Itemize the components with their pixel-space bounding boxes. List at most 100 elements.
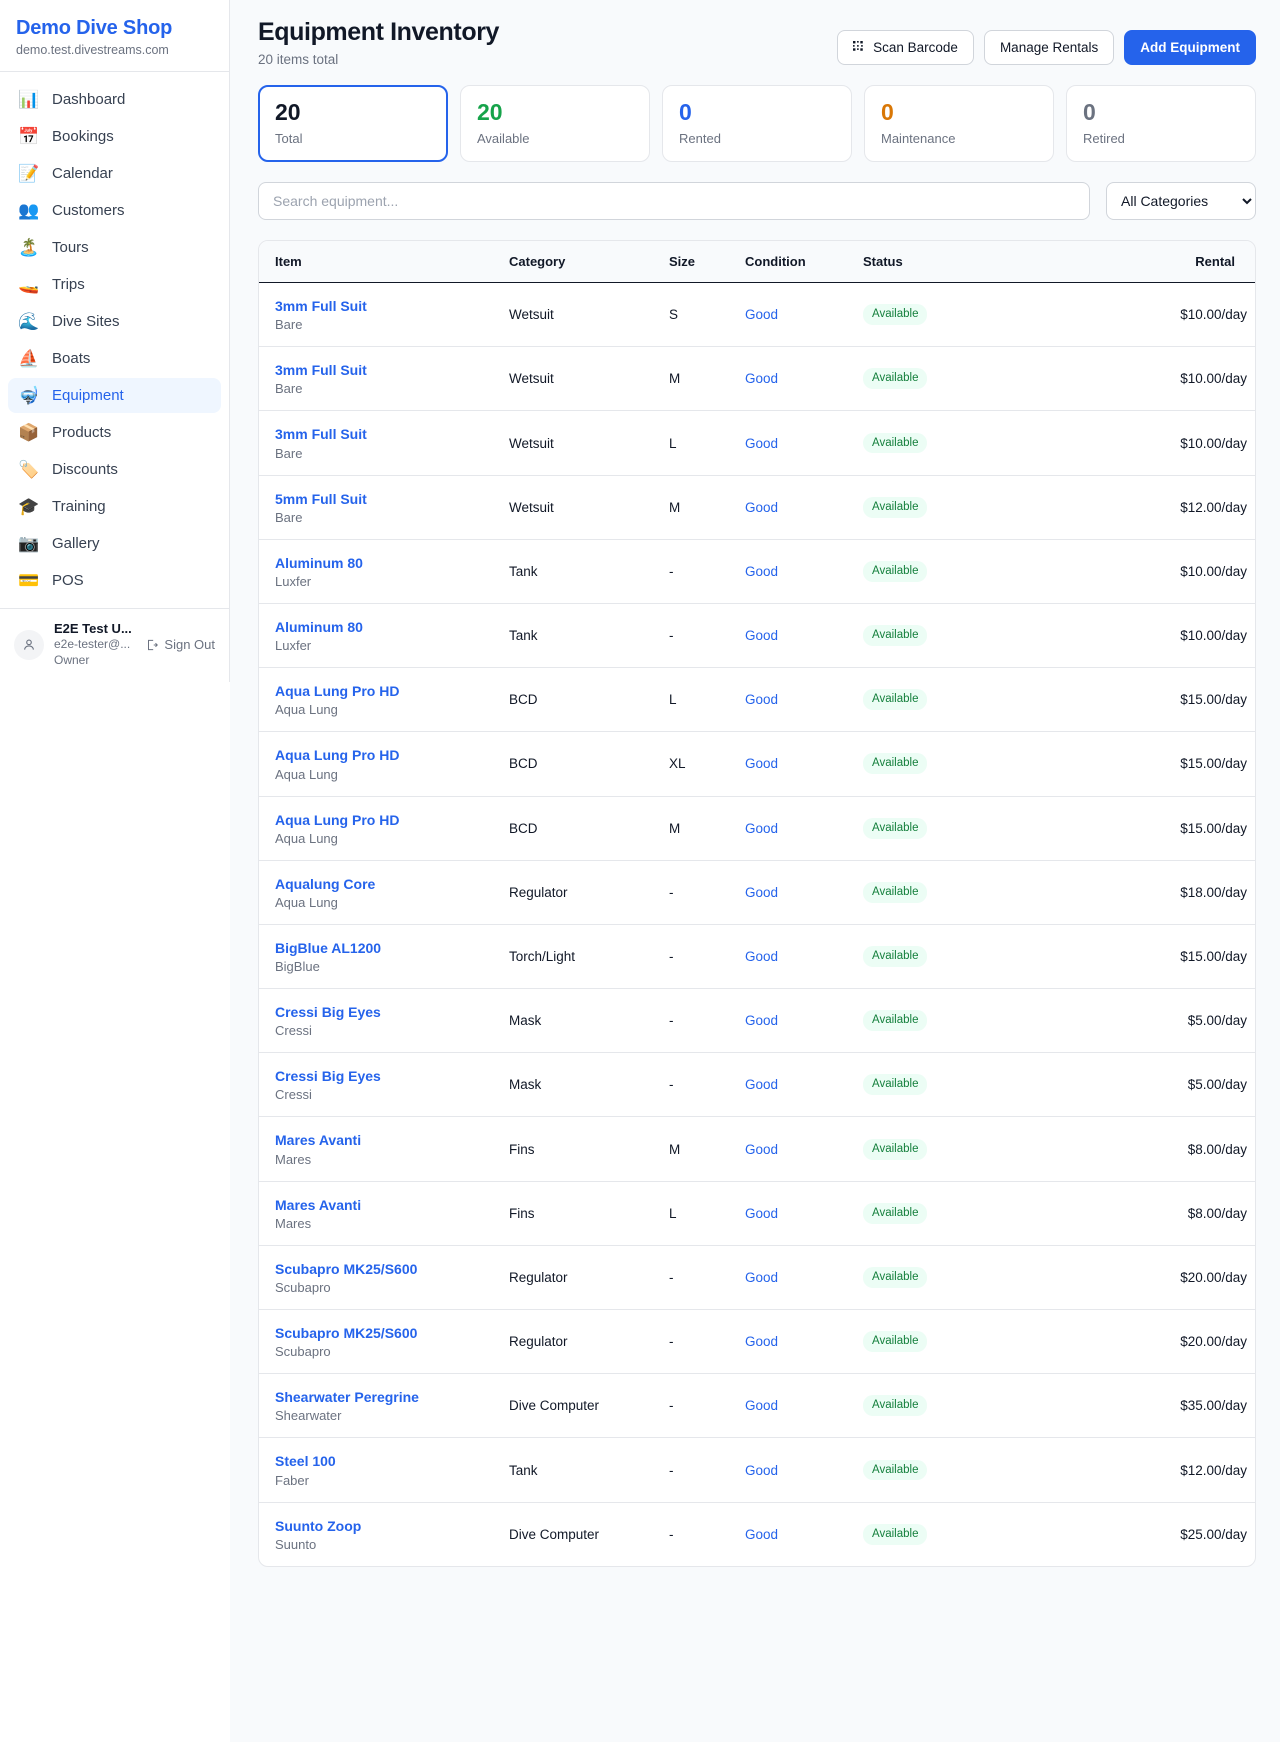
sidebar-item-gallery[interactable]: 📷 Gallery — [8, 526, 221, 561]
item-name-link[interactable]: Cressi Big Eyes — [275, 1068, 381, 1085]
condition-link[interactable]: Good — [745, 371, 779, 387]
item-name-link[interactable]: Aqua Lung Pro HD — [275, 683, 400, 700]
table-row[interactable]: Mares Avanti Mares Fins M Good Available $8.00… — [259, 1116, 1255, 1182]
item-brand: Scubapro — [275, 1280, 331, 1296]
cell-size: XL — [669, 731, 745, 797]
table-row[interactable]: Aqua Lung Pro HD Aqua Lung BCD M Good Availab… — [259, 796, 1255, 861]
sidebar-item-dive-sites[interactable]: 🌊 Dive Sites — [8, 304, 221, 339]
stat-card-retired[interactable]: 0 Retired — [1066, 84, 1256, 163]
sidebar-item-products[interactable]: 📦 Products — [8, 415, 221, 450]
status-badge: Available — [863, 1459, 928, 1481]
item-brand: Faber — [275, 1472, 309, 1488]
table-row[interactable]: 3mm Full Suit Bare Wetsuit M Good Available $1… — [259, 346, 1255, 412]
condition-link[interactable]: Good — [745, 1077, 779, 1093]
condition-link[interactable]: Good — [745, 692, 779, 708]
stat-card-maintenance[interactable]: 0 Maintenance — [864, 84, 1054, 163]
item-name-link[interactable]: Aqua Lung Pro HD — [275, 811, 400, 828]
item-name-link[interactable]: Steel 100 — [275, 1453, 336, 1470]
sidebar-item-discounts[interactable]: 🏷️ Discounts — [8, 452, 221, 487]
manage-rentals-button[interactable]: Manage Rentals — [983, 30, 1115, 65]
sidebar-item-bookings[interactable]: 📅 Bookings — [8, 119, 221, 154]
cell-category: Tank — [509, 539, 669, 604]
item-name-link[interactable]: Scubapro MK25/S600 — [275, 1325, 418, 1342]
stat-card-total[interactable]: 20 Total — [258, 84, 448, 163]
table-row[interactable]: Cressi Big Eyes Cressi Mask - Good Available $… — [259, 1052, 1255, 1118]
condition-link[interactable]: Good — [745, 1334, 779, 1350]
item-name-link[interactable]: Suunto Zoop — [275, 1517, 362, 1534]
sidebar-item-boats[interactable]: ⛵ Boats — [8, 341, 221, 376]
scan-barcode-button[interactable]: Scan Barcode — [837, 30, 974, 65]
table-row[interactable]: Scubapro MK25/S600 Scubapro Regulator - Good… — [259, 1309, 1255, 1375]
sign-out-button[interactable]: Sign Out — [145, 637, 215, 652]
cell-rental-price: $5.00/day — [983, 1052, 1255, 1118]
condition-link[interactable]: Good — [745, 949, 779, 965]
sidebar-item-equipment[interactable]: 🤿 Equipment — [8, 378, 221, 413]
cell-size: - — [669, 539, 745, 604]
table-row[interactable]: Scubapro MK25/S600 Scubapro Regulator - Good… — [259, 1245, 1255, 1311]
item-name-link[interactable]: Mares Avanti — [275, 1132, 362, 1149]
item-name-link[interactable]: Shearwater Peregrine — [275, 1389, 419, 1406]
sidebar-item-trips[interactable]: 🚤 Trips — [8, 267, 221, 302]
status-badge: Available — [863, 1074, 928, 1096]
add-equipment-button[interactable]: Add Equipment — [1124, 30, 1256, 65]
table-row[interactable]: Aqua Lung Pro HD Aqua Lung BCD XL Good Availa… — [259, 731, 1255, 797]
brand-block[interactable]: Demo Dive Shop demo.test.divestreams.com — [0, 0, 229, 72]
table-row[interactable]: Aluminum 80 Luxfer Tank - Good Available $10.0… — [259, 603, 1255, 669]
table-row[interactable]: Steel 100 Faber Tank - Good Available $12.00/d… — [259, 1437, 1255, 1503]
condition-link[interactable]: Good — [745, 1269, 779, 1285]
table-row[interactable]: 3mm Full Suit Bare Wetsuit L Good Available $1… — [259, 410, 1255, 476]
item-name-link[interactable]: 3mm Full Suit — [275, 426, 367, 443]
cell-rental-price: $5.00/day — [983, 988, 1255, 1054]
search-input[interactable] — [258, 182, 1090, 221]
item-name-link[interactable]: BigBlue AL1200 — [275, 939, 382, 956]
cell-rental-price: $10.00/day — [983, 603, 1255, 669]
sidebar-item-calendar[interactable]: 📝 Calendar — [8, 156, 221, 191]
condition-link[interactable]: Good — [745, 1205, 779, 1221]
item-name-link[interactable]: Aqualung Core — [275, 875, 376, 892]
condition-link[interactable]: Good — [745, 756, 779, 772]
table-row[interactable]: Aqualung Core Aqua Lung Regulator - Good Avai… — [259, 860, 1255, 925]
cell-category: BCD — [509, 731, 669, 797]
sidebar-item-training[interactable]: 🎓 Training — [8, 489, 221, 524]
condition-link[interactable]: Good — [745, 1462, 779, 1478]
table-row[interactable]: 3mm Full Suit Bare Wetsuit S Good Available $1… — [259, 282, 1255, 348]
item-name-link[interactable]: Cressi Big Eyes — [275, 1004, 381, 1021]
condition-link[interactable]: Good — [745, 1013, 779, 1029]
item-name-link[interactable]: Aluminum 80 — [275, 618, 363, 635]
condition-link[interactable]: Good — [745, 499, 779, 515]
condition-link[interactable]: Good — [745, 628, 779, 644]
table-row[interactable]: 5mm Full Suit Bare Wetsuit M Good Available $1… — [259, 475, 1255, 540]
condition-link[interactable]: Good — [745, 563, 779, 579]
item-name-link[interactable]: Mares Avanti — [275, 1196, 362, 1213]
table-row[interactable]: Cressi Big Eyes Cressi Mask - Good Available $… — [259, 988, 1255, 1054]
condition-link[interactable]: Good — [745, 435, 779, 451]
speedboat-icon: 🚤 — [18, 275, 40, 294]
item-name-link[interactable]: 3mm Full Suit — [275, 298, 367, 315]
table-row[interactable]: Mares Avanti Mares Fins L Good Available $8.00… — [259, 1181, 1255, 1246]
sidebar-item-customers[interactable]: 👥 Customers — [8, 193, 221, 228]
condition-link[interactable]: Good — [745, 1141, 779, 1157]
table-row[interactable]: Suunto Zoop Suunto Dive Computer - Good Avail… — [259, 1502, 1255, 1566]
condition-link[interactable]: Good — [745, 1526, 779, 1542]
sidebar-item-tours[interactable]: 🏝️ Tours — [8, 230, 221, 265]
table-row[interactable]: Shearwater Peregrine Shearwater Dive Compu… — [259, 1373, 1255, 1439]
condition-link[interactable]: Good — [745, 884, 779, 900]
sidebar-item-dashboard[interactable]: 📊 Dashboard — [8, 82, 221, 117]
cell-condition: Good — [745, 1437, 863, 1503]
condition-link[interactable]: Good — [745, 820, 779, 836]
table-row[interactable]: Aluminum 80 Luxfer Tank - Good Available $10.0… — [259, 539, 1255, 604]
item-name-link[interactable]: 5mm Full Suit — [275, 490, 367, 507]
sidebar-item-pos[interactable]: 💳 POS — [8, 563, 221, 598]
table-row[interactable]: Aqua Lung Pro HD Aqua Lung BCD L Good Availab… — [259, 667, 1255, 733]
condition-link[interactable]: Good — [745, 307, 779, 323]
item-name-link[interactable]: Scubapro MK25/S600 — [275, 1260, 418, 1277]
category-select[interactable]: All Categories — [1106, 182, 1256, 221]
stat-card-rented[interactable]: 0 Rented — [662, 84, 852, 163]
item-name-link[interactable]: 3mm Full Suit — [275, 362, 367, 379]
table-row[interactable]: BigBlue AL1200 BigBlue Torch/Light - Good Ava… — [259, 924, 1255, 990]
condition-link[interactable]: Good — [745, 1398, 779, 1414]
item-name-link[interactable]: Aqua Lung Pro HD — [275, 747, 400, 764]
item-name-link[interactable]: Aluminum 80 — [275, 554, 363, 571]
stat-card-available[interactable]: 20 Available — [460, 84, 650, 163]
status-badge: Available — [863, 817, 928, 839]
